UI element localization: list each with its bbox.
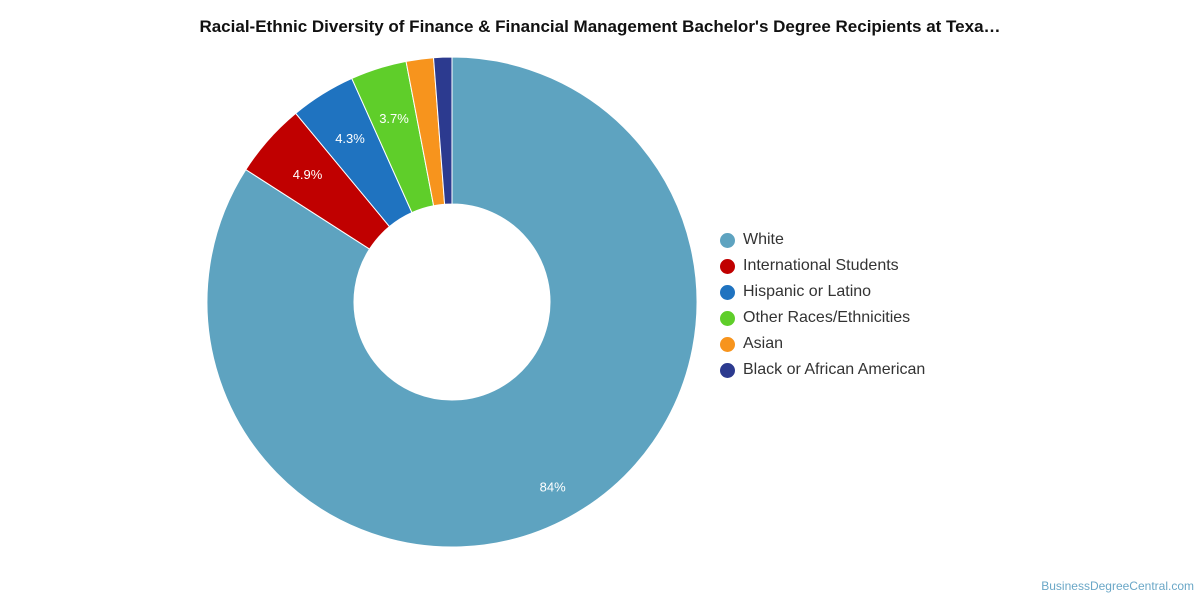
data-label: 4.9% — [293, 167, 323, 182]
legend-item-white[interactable]: White — [720, 227, 925, 253]
slice-black-or-african-american[interactable] — [432, 56, 453, 205]
data-label: 84% — [540, 479, 566, 494]
slice-white[interactable] — [206, 56, 698, 548]
legend-label: Hispanic or Latino — [743, 283, 872, 300]
legend-swatch — [720, 362, 735, 378]
legend-swatch — [720, 336, 735, 352]
legend-swatch — [720, 310, 735, 326]
source-credit[interactable]: BusinessDegreeCentral.com — [1041, 579, 1194, 593]
legend-item-black-or-african-american[interactable]: Black or African American — [720, 357, 925, 383]
legend-label: Asian — [743, 335, 784, 352]
chart-legend: White International Students Hispanic or L… — [720, 227, 925, 383]
legend-item-international-students[interactable]: International Students — [720, 253, 925, 279]
data-label: 3.7% — [379, 111, 409, 126]
legend-item-asian[interactable]: Asian — [720, 331, 925, 357]
chart-title: Racial-Ethnic Diversity of Finance & Fin… — [199, 17, 1001, 36]
legend-label: Black or African American — [743, 361, 926, 378]
legend-swatch — [720, 284, 735, 300]
legend-label: White — [743, 231, 784, 248]
legend-swatch — [720, 232, 735, 248]
legend-label: Other Races/Ethnicities — [743, 309, 911, 326]
legend-item-other-races-ethnicities[interactable]: Other Races/Ethnicities — [720, 305, 925, 331]
data-label: 4.3% — [335, 131, 365, 146]
legend-item-hispanic-or-latino[interactable]: Hispanic or Latino — [720, 279, 925, 305]
legend-label: International Students — [743, 257, 899, 274]
legend-swatch — [720, 258, 735, 274]
